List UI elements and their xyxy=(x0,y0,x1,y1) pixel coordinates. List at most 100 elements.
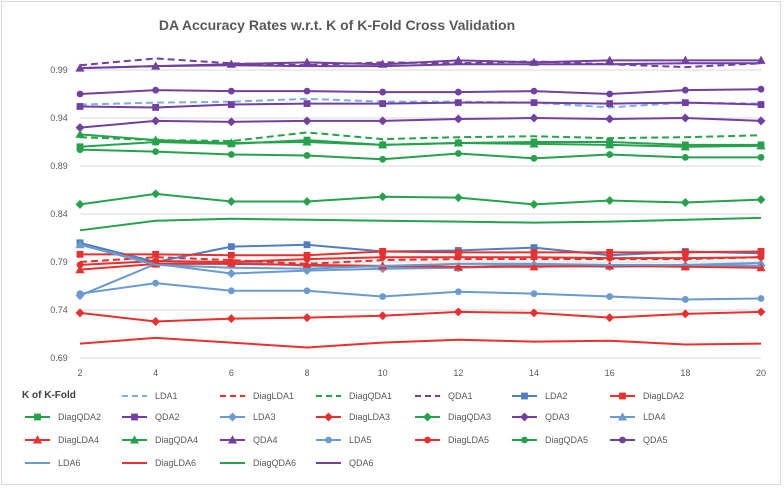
data-point xyxy=(303,87,311,95)
legend-item-lda1: LDA1 xyxy=(122,391,178,401)
legend-item-diaglda2: DiagLDA2 xyxy=(610,391,684,401)
data-point xyxy=(152,86,160,94)
legend-item-diagqda1: DiagQDA1 xyxy=(316,391,392,401)
series-line xyxy=(79,336,762,349)
data-point xyxy=(605,313,615,323)
x-tick-label: 16 xyxy=(605,368,615,378)
data-point xyxy=(75,129,85,138)
legend-label: QDA3 xyxy=(545,412,570,422)
series-line xyxy=(79,192,762,206)
data-point xyxy=(379,88,387,96)
x-axis-title: K of K-Fold xyxy=(22,390,76,401)
legend-item-diaglda3: DiagLDA3 xyxy=(316,412,390,422)
data-point xyxy=(680,113,690,123)
legend-label: QDA4 xyxy=(253,435,278,445)
data-point xyxy=(529,199,539,209)
y-tick-label: 0.99 xyxy=(50,65,68,75)
legend-item-diaglda5: DiagLDA5 xyxy=(415,435,489,445)
series-diagqda6 xyxy=(79,216,762,232)
legend-item-qda5: QDA5 xyxy=(610,435,668,445)
y-tick-label: 0.69 xyxy=(50,353,68,363)
legend-label: QDA1 xyxy=(448,391,473,401)
legend-label: DiagLDA6 xyxy=(155,458,196,468)
data-point xyxy=(151,135,161,144)
data-point xyxy=(453,193,463,203)
data-point xyxy=(757,295,765,302)
legend-label: QDA6 xyxy=(349,458,374,468)
data-point xyxy=(756,195,766,205)
x-tick-label: 12 xyxy=(453,368,463,378)
data-point xyxy=(227,258,235,266)
data-point xyxy=(757,85,765,93)
data-point xyxy=(680,198,690,207)
series-lda1 xyxy=(79,97,762,109)
data-point xyxy=(681,86,689,94)
data-point xyxy=(619,392,626,400)
data-point xyxy=(619,436,626,444)
data-point xyxy=(152,257,160,265)
data-point xyxy=(454,150,462,157)
legend-label: QDA5 xyxy=(643,435,668,445)
legend-label: DiagLDA4 xyxy=(58,435,99,445)
data-point xyxy=(606,151,614,158)
data-point xyxy=(302,116,312,126)
legend-item-lda5: LDA5 xyxy=(316,435,372,445)
legend-item-diagqda3: DiagQDA3 xyxy=(415,412,491,422)
series-line xyxy=(79,131,762,143)
y-axis-ticks: 0.69 0.74 0.79 0.84 0.89 0.94 0.99 xyxy=(50,65,68,363)
legend-label: LDA3 xyxy=(253,412,276,422)
data-point xyxy=(226,197,236,206)
series-diaglda6 xyxy=(79,336,762,349)
legend-item-diagqda6: DiagQDA6 xyxy=(220,458,296,468)
data-point xyxy=(453,138,463,147)
data-point xyxy=(227,151,235,158)
legend-label: LDA5 xyxy=(349,435,372,445)
data-point xyxy=(152,104,160,111)
legend-label: DiagLDA1 xyxy=(253,391,294,401)
data-point xyxy=(303,241,311,249)
series-line xyxy=(79,216,762,232)
data-point xyxy=(530,253,538,261)
chart-title: DA Accuracy Rates w.r.t. K of K-Fold Cro… xyxy=(159,17,515,33)
series-lda6 xyxy=(79,243,762,270)
data-point xyxy=(617,412,628,421)
series-qda2 xyxy=(76,99,765,111)
series-line xyxy=(79,117,762,129)
series-diaglda3 xyxy=(75,307,766,326)
data-point xyxy=(302,197,312,206)
legend-label: QDA2 xyxy=(155,412,180,422)
data-point xyxy=(379,155,387,163)
data-point xyxy=(681,153,689,161)
series-line xyxy=(79,62,761,70)
x-tick-label: 20 xyxy=(756,368,766,378)
data-point xyxy=(131,413,138,421)
data-point xyxy=(680,142,690,151)
legend-item-qda6: QDA6 xyxy=(316,458,374,468)
data-point xyxy=(453,114,463,124)
data-point xyxy=(324,412,333,422)
series-line xyxy=(79,243,762,270)
data-point xyxy=(75,264,85,274)
data-point xyxy=(757,253,765,261)
legend-label: LDA6 xyxy=(58,458,81,468)
series-diagqda4 xyxy=(75,129,766,151)
series-qda5 xyxy=(76,85,765,98)
data-point xyxy=(423,412,432,422)
legend-label: DiagQDA1 xyxy=(349,391,392,401)
legend-label: DiagLDA5 xyxy=(448,435,489,445)
data-point xyxy=(325,436,332,444)
data-point xyxy=(378,311,388,321)
legend-item-lda3: LDA3 xyxy=(220,412,276,422)
data-point xyxy=(303,100,311,107)
data-point xyxy=(75,308,85,318)
series-diaglda5 xyxy=(76,253,765,269)
data-point xyxy=(606,90,614,98)
data-point xyxy=(529,262,539,271)
data-point xyxy=(530,154,538,162)
data-point xyxy=(151,189,161,199)
data-point xyxy=(453,262,463,271)
data-point xyxy=(227,101,235,108)
data-point xyxy=(757,153,765,161)
